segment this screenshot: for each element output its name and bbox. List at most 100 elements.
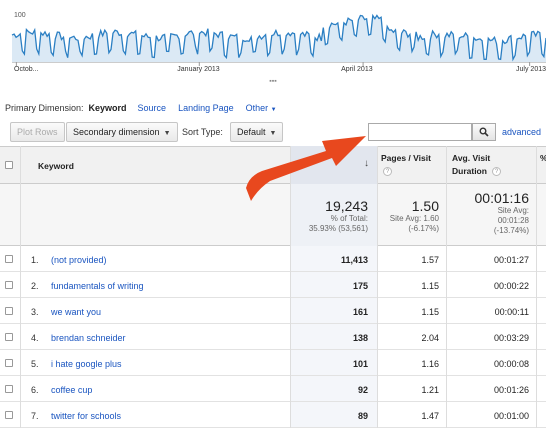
- sorted-cell-bg: [290, 246, 377, 271]
- chart-x-tick-label: January 2013: [177, 66, 220, 73]
- plot-rows-button[interactable]: Plot Rows: [10, 122, 65, 142]
- visits-value: 138: [352, 333, 368, 343]
- dimension-other-dropdown[interactable]: Other ▼: [246, 103, 277, 113]
- row-checkbox[interactable]: [5, 255, 13, 263]
- secondary-dimension-label: Secondary dimension: [73, 127, 160, 137]
- avg-duration-value: 00:00:08: [493, 359, 529, 369]
- sorted-cell-bg: [290, 324, 377, 349]
- chart-y-max-label: 100: [14, 12, 26, 19]
- percent-column-header[interactable]: %: [540, 153, 546, 163]
- keyword-link[interactable]: twitter for schools: [51, 411, 122, 421]
- sorted-cell-bg: [290, 350, 377, 375]
- keyword-link[interactable]: (not provided): [51, 255, 107, 265]
- visits-value: 161: [352, 307, 368, 317]
- visits-value: 11,413: [340, 255, 368, 265]
- avg-visit-duration-header-line1[interactable]: Avg. Visit: [452, 153, 491, 163]
- avg-visit-duration-header-line2[interactable]: Duration: [452, 166, 487, 176]
- keyword-link[interactable]: fundamentals of writing: [51, 281, 144, 291]
- table-row[interactable]: 1. (not provided) 11,413 1.57 00:01:27: [0, 246, 546, 272]
- row-checkbox[interactable]: [5, 307, 13, 315]
- table-row[interactable]: 4. brendan schneider 138 2.04 00:03:29: [0, 324, 546, 350]
- pages-per-visit-value: 1.47: [421, 411, 439, 421]
- chart-x-tick-label: April 2013: [341, 66, 373, 73]
- row-checkbox[interactable]: [5, 333, 13, 341]
- keyword-link[interactable]: we want you: [51, 307, 102, 317]
- total-visits-percent-label: % of Total:: [330, 214, 368, 223]
- pages-per-visit-header[interactable]: Pages / Visit: [381, 153, 431, 163]
- row-rank: 4.: [31, 333, 39, 343]
- sorted-cell-bg: [290, 272, 377, 297]
- sort-descending-icon[interactable]: ↓: [364, 158, 369, 169]
- pages-per-visit-value: 1.57: [421, 255, 439, 265]
- visits-value: 92: [357, 385, 368, 395]
- chevron-down-icon: ▼: [269, 130, 277, 137]
- table-row[interactable]: 7. twitter for schools 89 1.47 00:01:00: [0, 402, 546, 428]
- help-icon[interactable]: ?: [492, 167, 501, 176]
- keyword-column-header[interactable]: Keyword: [38, 161, 74, 171]
- pages-site-avg-delta: (-6.17%): [408, 224, 439, 233]
- row-checkbox[interactable]: [5, 281, 13, 289]
- total-visits: 19,243: [325, 198, 368, 214]
- row-rank: 1.: [31, 255, 39, 265]
- pages-per-visit-value: 1.15: [421, 281, 439, 291]
- avg-duration-value: 00:01:00: [493, 411, 529, 421]
- avg-duration-value: 00:03:29: [493, 333, 529, 343]
- row-checkbox[interactable]: [5, 359, 13, 367]
- table-row[interactable]: 3. we want you 161 1.15 00:00:11: [0, 298, 546, 324]
- dimension-link-source[interactable]: Source: [137, 103, 167, 113]
- sort-type-label: Sort Type:: [182, 127, 223, 137]
- pages-per-visit-value: 2.04: [421, 333, 439, 343]
- chart-x-tick-label: Octob...: [14, 66, 39, 73]
- chart-series-line: [11, 13, 546, 62]
- row-checkbox[interactable]: [5, 385, 13, 393]
- total-avg-visit-duration: 00:01:16: [474, 190, 530, 206]
- plot-rows-label: Plot Rows: [17, 127, 58, 137]
- chevron-down-icon: ▼: [270, 107, 277, 113]
- column-divider: [20, 146, 21, 428]
- chevron-down-icon: ▼: [163, 130, 171, 137]
- primary-dimension-label: Primary Dimension:: [5, 103, 84, 113]
- visits-value: 101: [352, 359, 368, 369]
- table-row[interactable]: 6. coffee cup 92 1.21 00:01:26: [0, 376, 546, 402]
- sort-type-dropdown[interactable]: Default ▼: [230, 122, 284, 142]
- table-toolbar: Plot Rows Secondary dimension ▼ Sort Type…: [0, 122, 546, 144]
- column-divider: [446, 146, 447, 428]
- select-all-checkbox[interactable]: [5, 161, 13, 169]
- chart-resize-grip-icon[interactable]: ▪▪▪: [269, 78, 277, 85]
- row-rank: 3.: [31, 307, 39, 317]
- avg-duration-value: 00:01:27: [493, 255, 529, 265]
- chart-x-tick-label: July 2013: [516, 66, 546, 73]
- sorted-cell-bg: [290, 298, 377, 323]
- search-icon: [479, 127, 489, 137]
- sorted-cell-bg: [290, 376, 377, 401]
- pages-site-avg: Site Avg: 1.60: [389, 214, 439, 223]
- table-row[interactable]: 5. i hate google plus 101 1.16 00:00:08: [0, 350, 546, 376]
- column-divider: [377, 146, 378, 428]
- keyword-link[interactable]: coffee cup: [51, 385, 93, 395]
- avg-duration-value: 00:00:22: [493, 281, 529, 291]
- advanced-filter-link[interactable]: advanced: [502, 127, 542, 137]
- column-divider: [536, 146, 537, 428]
- row-checkbox[interactable]: [5, 411, 13, 419]
- avg-duration-value: 00:00:11: [494, 307, 529, 317]
- total-pages-per-visit: 1.50: [411, 198, 439, 214]
- dimension-other-label: Other: [245, 103, 269, 113]
- keyword-link[interactable]: brendan schneider: [51, 333, 126, 343]
- search-button[interactable]: [472, 123, 496, 141]
- column-divider: [290, 146, 291, 428]
- totals-row: [0, 184, 546, 246]
- dimension-link-landing-page[interactable]: Landing Page: [178, 103, 234, 113]
- sorted-cell-bg: [290, 402, 377, 427]
- keyword-link[interactable]: i hate google plus: [51, 359, 122, 369]
- table-search-input[interactable]: [368, 123, 472, 141]
- row-rank: 2.: [31, 281, 39, 291]
- table-row[interactable]: 2. fundamentals of writing 175 1.15 00:00:22: [0, 272, 546, 298]
- primary-dimension-bar: Primary Dimension: Keyword Source Landin…: [5, 102, 277, 114]
- duration-site-avg-value: 00:01:28: [497, 216, 529, 225]
- pages-per-visit-value: 1.16: [421, 359, 439, 369]
- row-rank: 7.: [31, 411, 39, 421]
- dimension-keyword-active: Keyword: [88, 103, 127, 113]
- secondary-dimension-dropdown[interactable]: Secondary dimension ▼: [66, 122, 178, 142]
- visits-timeline-chart: 100 Octob... January 2013 April 2013 July 2…: [0, 0, 546, 85]
- help-icon[interactable]: ?: [383, 167, 392, 176]
